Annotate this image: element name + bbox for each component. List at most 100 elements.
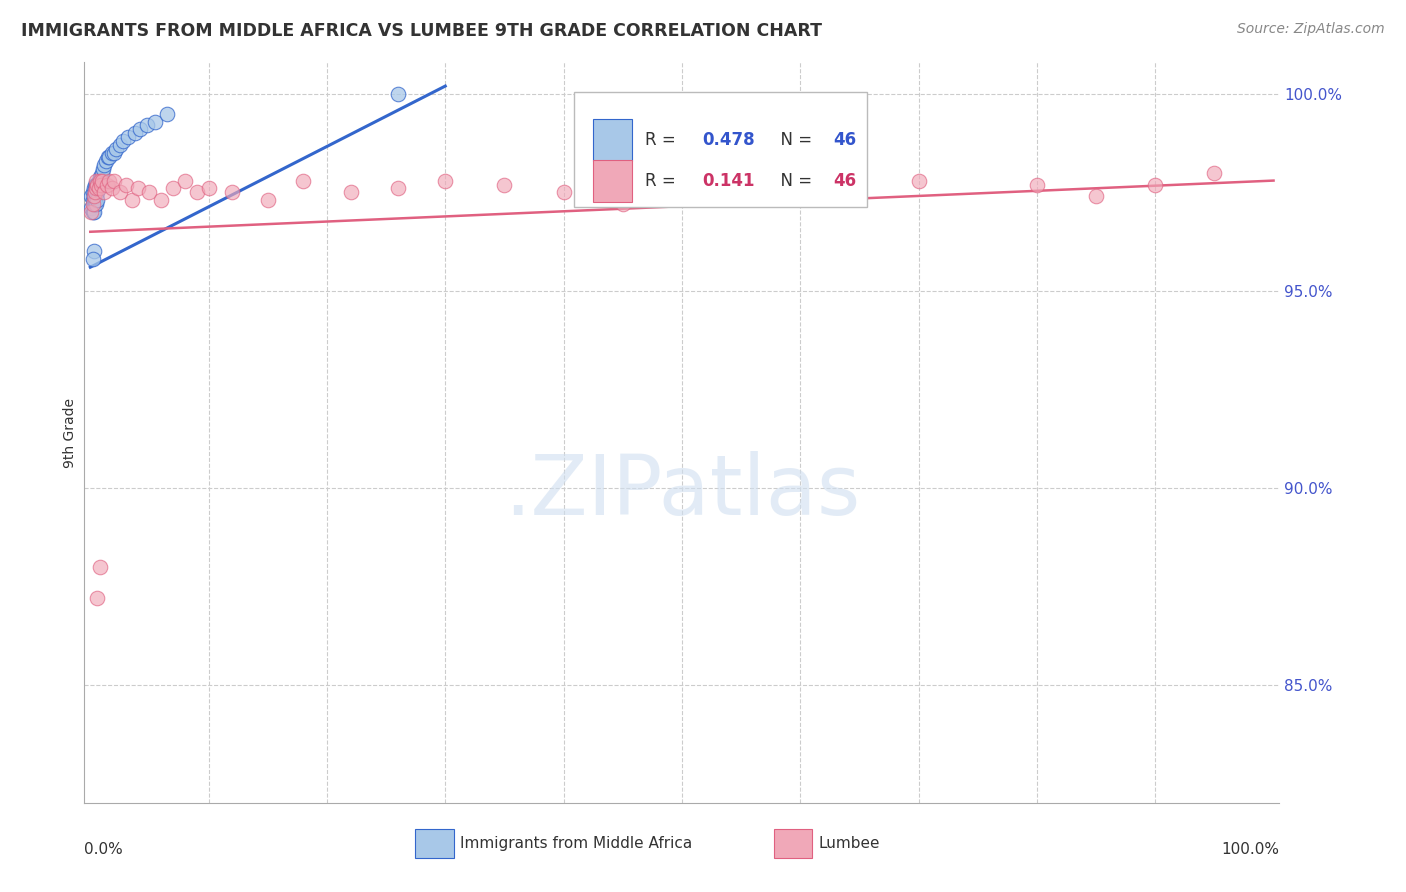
Text: Source: ZipAtlas.com: Source: ZipAtlas.com (1237, 22, 1385, 37)
Text: R =: R = (645, 172, 686, 190)
Point (83, 244, 105, 259)
Point (1085, 189, 1108, 203)
Text: N =: N = (770, 172, 818, 190)
Point (80, 201, 103, 215)
Point (136, 119, 159, 133)
Point (86, 591, 108, 605)
Point (84, 197, 107, 211)
Point (127, 181, 149, 195)
Point (80, 189, 103, 203)
Point (89, 559, 111, 574)
Point (90, 173, 112, 187)
Point (90, 169, 112, 184)
Point (84, 181, 107, 195)
Text: 46: 46 (834, 172, 856, 190)
Point (292, 173, 315, 187)
Text: 0.478: 0.478 (702, 131, 755, 149)
Point (84, 186, 107, 200)
Point (82, 194, 104, 208)
Point (84, 173, 107, 187)
Point (143, 114, 166, 128)
Point (612, 197, 634, 211)
Point (84, 194, 107, 208)
Point (387, 181, 409, 195)
Point (91, 173, 114, 187)
FancyBboxPatch shape (593, 160, 631, 202)
Point (91, 161, 114, 176)
Point (105, 142, 128, 156)
Point (186, 186, 208, 200)
Point (93, 158, 115, 172)
FancyBboxPatch shape (575, 92, 868, 207)
Point (84, 181, 107, 195)
Point (121, 194, 143, 208)
Point (1025, 178, 1047, 192)
Point (82, 252, 104, 267)
Point (174, 173, 197, 187)
Text: IMMIGRANTS FROM MIDDLE AFRICA VS LUMBEE 9TH GRADE CORRELATION CHART: IMMIGRANTS FROM MIDDLE AFRICA VS LUMBEE … (21, 22, 823, 40)
Text: 0.141: 0.141 (702, 172, 755, 190)
FancyBboxPatch shape (593, 119, 631, 161)
Point (86, 178, 108, 192)
Text: Lumbee: Lumbee (818, 836, 880, 851)
Point (114, 178, 136, 192)
Point (108, 138, 131, 153)
Point (671, 181, 693, 195)
Point (80, 205, 103, 219)
Point (907, 173, 929, 187)
FancyBboxPatch shape (773, 830, 813, 857)
Point (84, 186, 107, 200)
Point (117, 130, 139, 145)
Point (83, 205, 105, 219)
Point (387, 87, 409, 101)
Point (256, 194, 278, 208)
Point (84, 197, 107, 211)
Text: 0.0%: 0.0% (84, 842, 124, 856)
Text: N =: N = (770, 131, 818, 149)
Point (86, 178, 108, 192)
Point (83, 181, 105, 195)
Point (82, 197, 104, 211)
Point (83, 189, 105, 203)
FancyBboxPatch shape (415, 830, 454, 857)
Point (97, 150, 120, 164)
Text: 100.0%: 100.0% (1222, 842, 1279, 856)
Y-axis label: 9th Grade: 9th Grade (63, 398, 77, 467)
Point (91, 166, 114, 180)
Point (96, 178, 118, 192)
Point (83, 197, 105, 211)
Point (124, 126, 146, 140)
Text: 46: 46 (834, 131, 856, 149)
Text: R =: R = (645, 131, 681, 149)
Point (848, 186, 870, 200)
Text: Immigrants from Middle Africa: Immigrants from Middle Africa (460, 836, 692, 851)
Point (89, 178, 111, 192)
Point (82, 186, 104, 200)
Point (162, 181, 184, 195)
Point (138, 186, 160, 200)
Point (150, 194, 173, 208)
Point (100, 146, 122, 161)
Point (94, 153, 117, 168)
Point (87, 173, 110, 187)
Point (730, 173, 752, 187)
Point (221, 186, 243, 200)
Point (1144, 178, 1167, 192)
Point (789, 178, 811, 192)
Point (494, 178, 516, 192)
Text: .ZIPatlas: .ZIPatlas (503, 451, 860, 533)
Point (84, 178, 107, 192)
Point (98, 173, 121, 187)
Point (103, 173, 125, 187)
Point (86, 194, 108, 208)
Point (89, 169, 111, 184)
Point (553, 186, 575, 200)
Point (87, 181, 110, 195)
Point (93, 186, 115, 200)
Point (103, 146, 125, 161)
Point (87, 181, 110, 195)
Point (108, 186, 131, 200)
Point (339, 186, 361, 200)
Point (82, 205, 104, 219)
Point (83, 189, 105, 203)
